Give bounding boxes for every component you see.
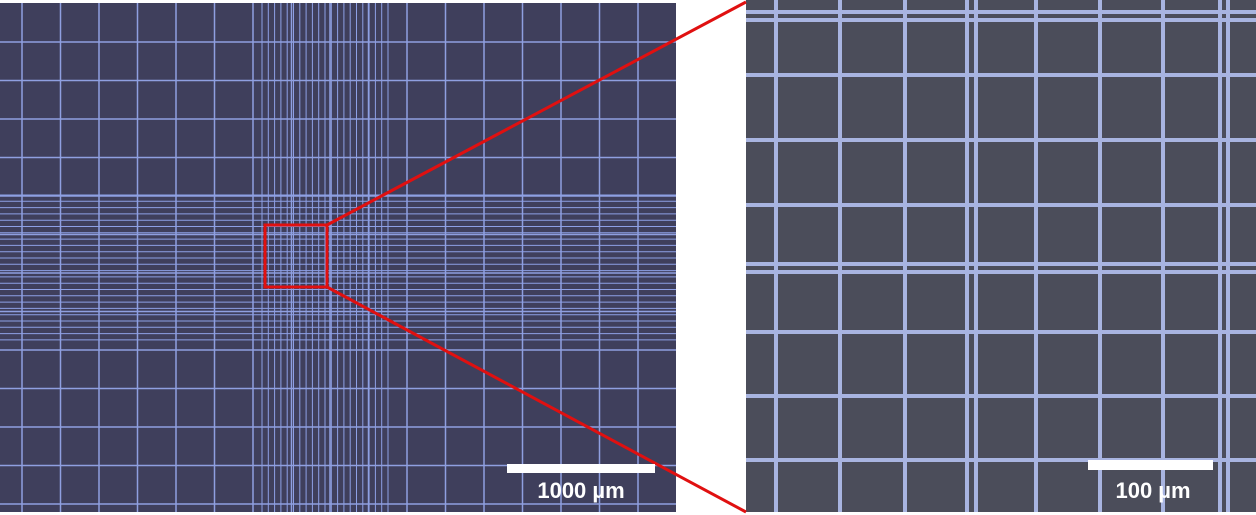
zoom-box — [263, 223, 329, 289]
zoom-line — [326, 0, 747, 227]
scale-bar-label: 1000 µm — [537, 478, 624, 503]
scale-bar — [1088, 460, 1213, 470]
scale-bar-label: 100 µm — [1115, 478, 1190, 503]
zoom-line — [326, 285, 747, 514]
scale-bar — [507, 464, 655, 473]
right-image — [746, 0, 1256, 512]
left-grid — [0, 3, 676, 512]
right-grid — [746, 0, 1256, 512]
